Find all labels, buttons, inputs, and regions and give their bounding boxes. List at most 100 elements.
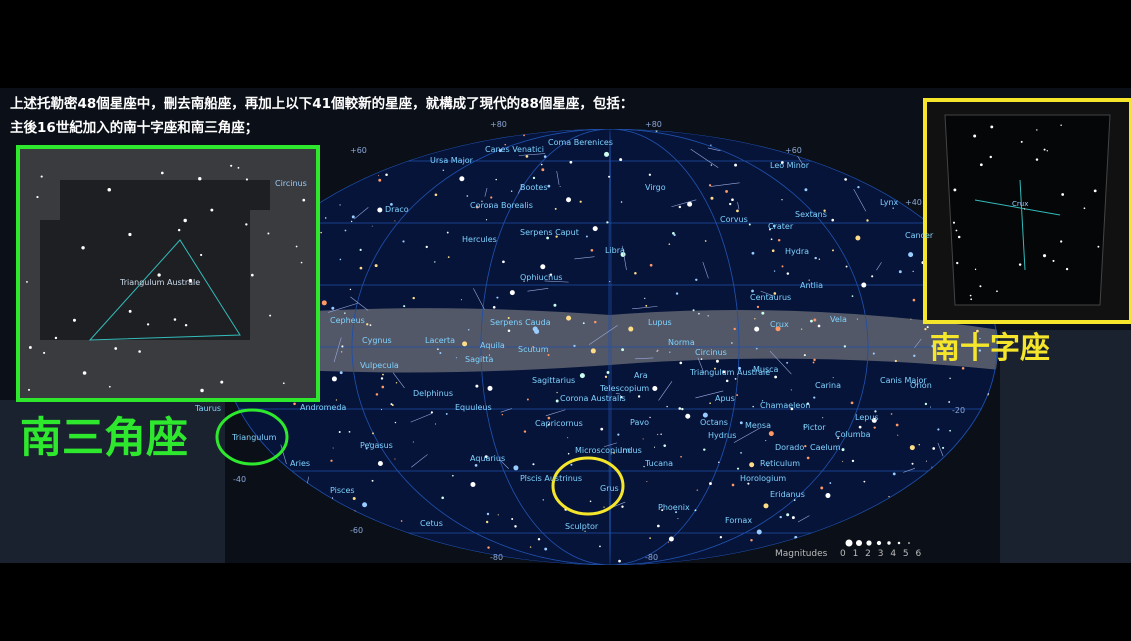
inset-label: Crux xyxy=(1012,200,1028,208)
star xyxy=(656,349,659,352)
star xyxy=(609,281,611,283)
star xyxy=(1043,148,1046,151)
side-panel xyxy=(0,400,225,563)
star xyxy=(439,352,442,354)
star xyxy=(894,359,897,363)
star xyxy=(188,278,192,283)
star xyxy=(740,451,742,454)
star xyxy=(382,373,384,376)
star xyxy=(806,402,810,405)
star xyxy=(488,354,491,356)
star xyxy=(1023,208,1026,210)
star xyxy=(460,299,462,301)
star xyxy=(777,239,781,242)
constellation-label: Chamaeleon xyxy=(760,401,810,410)
constellation-label: Indus xyxy=(620,446,642,455)
constellation-label: Tucana xyxy=(644,459,673,468)
star xyxy=(501,413,504,416)
star xyxy=(1083,207,1086,210)
star xyxy=(725,190,728,193)
constellation-line xyxy=(658,381,673,401)
star xyxy=(794,535,798,539)
star xyxy=(681,407,684,411)
constellation-label: Triangulum xyxy=(231,433,277,442)
star xyxy=(590,248,594,252)
star xyxy=(996,290,998,293)
star xyxy=(569,160,573,164)
constellation-label: Scutum xyxy=(518,345,549,354)
star xyxy=(820,486,824,490)
star xyxy=(484,455,488,459)
star xyxy=(374,264,378,268)
star xyxy=(646,481,648,483)
constellation-line xyxy=(937,442,944,457)
star xyxy=(841,448,845,452)
constellation-label: Reticulum xyxy=(760,459,800,468)
star xyxy=(1052,259,1055,262)
star xyxy=(344,312,346,314)
star xyxy=(685,413,691,419)
star xyxy=(763,503,769,509)
star xyxy=(108,385,111,388)
star xyxy=(772,224,776,228)
constellation-label: Vulpecula xyxy=(360,361,399,370)
star xyxy=(675,511,678,514)
star xyxy=(774,375,778,379)
star xyxy=(442,169,445,172)
star xyxy=(513,465,519,471)
star xyxy=(822,417,824,419)
star xyxy=(332,447,334,449)
star xyxy=(702,412,708,418)
star xyxy=(394,220,396,222)
star xyxy=(925,460,927,462)
constellation-line xyxy=(333,337,342,363)
star xyxy=(851,295,854,297)
star xyxy=(293,402,296,406)
star xyxy=(490,196,493,199)
star xyxy=(570,463,573,466)
star xyxy=(339,204,341,206)
star xyxy=(613,452,615,454)
constellation-label: Horologium xyxy=(740,474,786,483)
star xyxy=(492,305,496,309)
star xyxy=(430,411,433,414)
star xyxy=(765,440,767,442)
star xyxy=(660,433,662,435)
star xyxy=(547,416,551,420)
legend-dot xyxy=(887,541,891,545)
star xyxy=(747,482,750,485)
star xyxy=(898,270,902,274)
star xyxy=(1035,158,1039,161)
caption: 上述托勒密48個星座中，刪去南船座，再加上以下41個較新的星座，就構成了現代的8… xyxy=(10,95,633,112)
star xyxy=(791,516,795,520)
star xyxy=(871,275,874,278)
star xyxy=(645,304,648,307)
star xyxy=(989,155,993,159)
star xyxy=(692,309,695,312)
grid-label: +80 xyxy=(645,120,662,129)
constellation-label: Sagitta xyxy=(465,355,494,364)
constellation-line xyxy=(695,390,724,399)
star xyxy=(888,496,890,498)
star xyxy=(377,460,383,466)
constellation-label: Sagittarius xyxy=(532,376,575,385)
star xyxy=(768,228,771,231)
star xyxy=(434,193,438,197)
star xyxy=(858,425,862,429)
constellation-line xyxy=(769,350,792,375)
star xyxy=(942,446,945,449)
star xyxy=(961,367,965,370)
star xyxy=(352,496,356,500)
star xyxy=(738,366,742,370)
star xyxy=(377,207,383,213)
star xyxy=(526,398,529,401)
star xyxy=(400,520,403,522)
star xyxy=(649,263,653,267)
star xyxy=(441,496,445,500)
constellation-label: Triangulum Australe xyxy=(689,368,770,377)
star xyxy=(573,344,576,348)
star xyxy=(990,125,994,129)
star xyxy=(890,413,893,415)
constellation-line xyxy=(760,290,775,297)
